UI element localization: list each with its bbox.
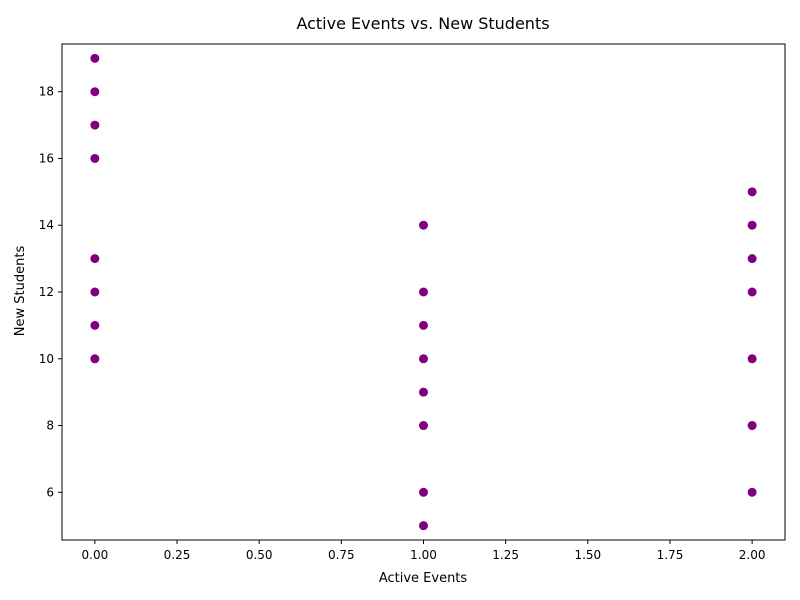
data-point: [90, 320, 100, 330]
data-points: [90, 53, 757, 531]
data-point: [419, 287, 428, 297]
x-tick-label: 2.00: [739, 548, 766, 562]
y-axis-label: New Students: [13, 246, 28, 337]
x-tick-label: 0.25: [164, 548, 191, 562]
data-point: [419, 220, 428, 230]
data-point: [747, 421, 757, 431]
x-axis-label: Active Events: [379, 571, 468, 586]
data-point: [419, 521, 428, 531]
data-point: [90, 254, 100, 264]
y-tick-label: 16: [39, 151, 54, 165]
x-tick-label: 1.50: [574, 548, 601, 562]
x-tick-label: 0.50: [246, 548, 273, 562]
data-point: [419, 487, 428, 497]
data-point: [747, 220, 757, 230]
data-point: [90, 153, 100, 163]
x-tick-label: 1.75: [657, 548, 684, 562]
x-axis: 0.00 0.25 0.50 0.75 1.00 1.25 1.50 1.75 2.00: [82, 540, 766, 562]
x-tick-label: 0.75: [328, 548, 355, 562]
data-point: [90, 120, 100, 130]
y-axis: 6 8 10 12 14 16 18: [39, 85, 62, 499]
x-tick-label: 1.25: [492, 548, 519, 562]
y-tick-label: 12: [39, 285, 54, 299]
chart-title: Active Events vs. New Students: [296, 14, 549, 33]
data-point: [419, 387, 428, 397]
data-point: [419, 421, 428, 431]
y-tick-label: 8: [46, 419, 54, 433]
x-tick-label: 1.00: [410, 548, 437, 562]
x-tick-label: 0.00: [82, 548, 109, 562]
data-point: [747, 187, 757, 197]
data-point: [747, 254, 757, 264]
data-point: [90, 53, 100, 63]
data-point: [747, 354, 757, 364]
data-point: [747, 287, 757, 297]
data-point: [90, 287, 100, 297]
y-tick-label: 14: [39, 218, 54, 232]
data-point: [419, 320, 428, 330]
y-tick-label: 18: [39, 85, 54, 99]
data-point: [90, 87, 100, 97]
data-point: [747, 487, 757, 497]
data-point: [90, 354, 100, 364]
y-tick-label: 10: [39, 352, 54, 366]
y-tick-label: 6: [46, 485, 54, 499]
data-point: [419, 354, 428, 364]
